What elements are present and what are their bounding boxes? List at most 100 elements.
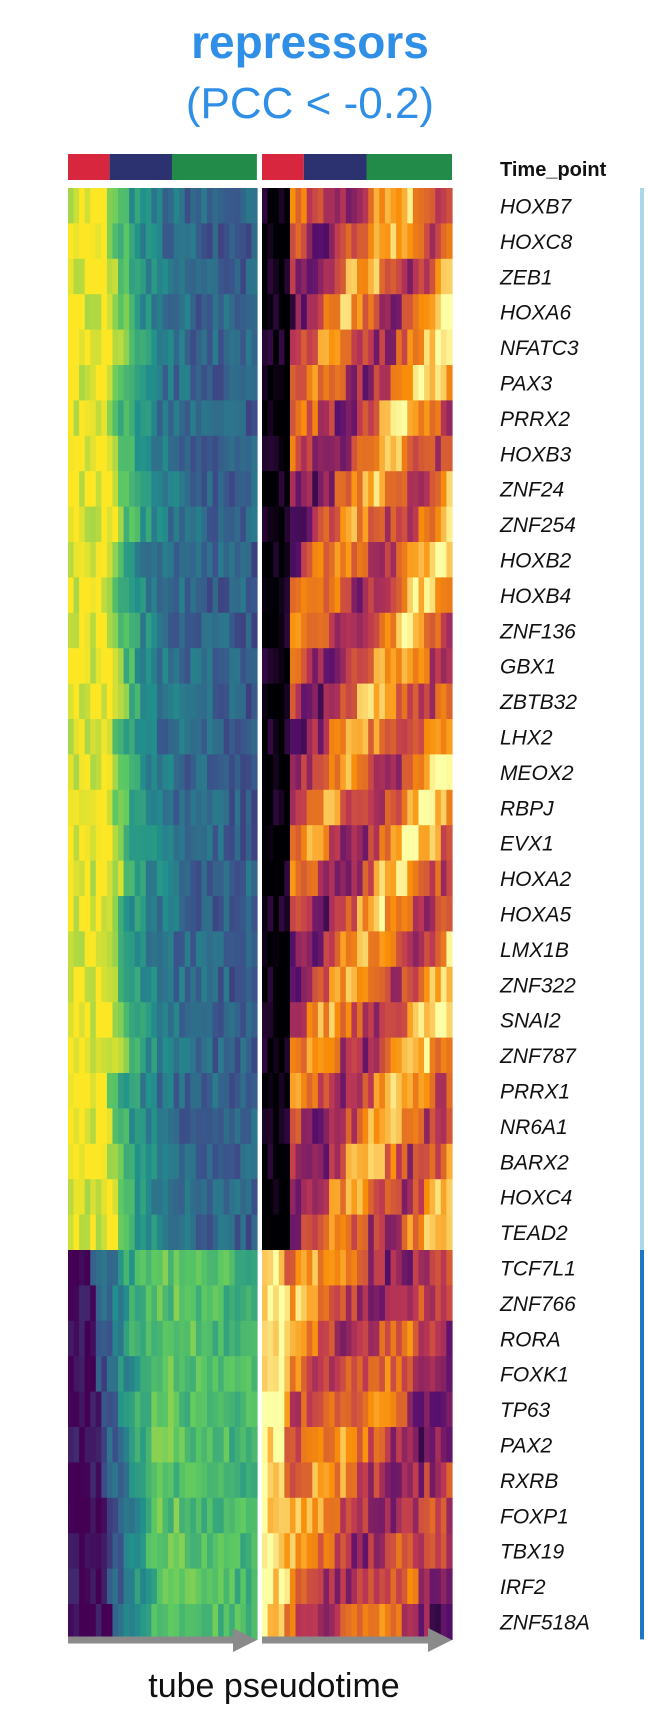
heat-cell-right [351, 329, 358, 366]
heat-cell-right [407, 719, 414, 755]
heat-cell-right [357, 223, 364, 260]
heat-cell-right [362, 825, 369, 862]
heat-cell-left [68, 1037, 75, 1074]
heat-cell-left [156, 648, 164, 685]
heat-cell-right [340, 1391, 347, 1428]
heat-cell-right [373, 223, 380, 260]
heat-cell-left [162, 612, 169, 649]
heat-cell-left [84, 1533, 91, 1570]
heat-cell-right [295, 966, 302, 1003]
heat-cell-left [223, 435, 230, 472]
heat-cell-right [295, 1391, 302, 1428]
heat-cell-left [245, 1037, 253, 1074]
heat-cell-left [140, 1073, 147, 1109]
heat-cell-right [424, 1002, 431, 1039]
heat-cell-left [151, 683, 158, 720]
heat-cell-right [267, 506, 274, 543]
heat-cell-right [295, 1568, 302, 1605]
heat-cell-left [134, 435, 141, 472]
heat-cell-right [317, 1143, 325, 1180]
heat-cell-left [145, 435, 152, 472]
heat-cell-right [384, 1037, 392, 1074]
heat-cell-left [145, 860, 152, 897]
heat-cell-right [401, 1285, 408, 1322]
heat-cell-left [156, 789, 164, 826]
heat-cell-left [229, 825, 236, 862]
heat-cell-left [112, 258, 119, 295]
heat-cell-right [373, 471, 380, 508]
time-point-segment [366, 154, 452, 180]
heat-cell-right [334, 789, 341, 826]
heat-cell-left [112, 435, 119, 472]
heat-cell-right [351, 1533, 358, 1570]
heat-cell-left [206, 1391, 214, 1428]
heat-cell-left [206, 1002, 214, 1039]
heat-cell-left [162, 188, 169, 224]
heat-cell-right [323, 966, 330, 1003]
heat-cell-right [351, 825, 358, 862]
heat-cell-right [295, 400, 302, 437]
heat-cell-left [245, 966, 253, 1003]
heat-cell-left [79, 542, 86, 578]
heat-cell-left [156, 1143, 164, 1180]
heat-cell-right [418, 719, 425, 755]
heat-cell-right [412, 506, 420, 543]
heat-cell-left [101, 1250, 108, 1286]
heat-cell-right [435, 966, 442, 1003]
heat-cell-left [84, 966, 91, 1003]
heat-cell-right [345, 506, 353, 543]
heat-cell-left [179, 719, 186, 755]
heat-cell-right [412, 754, 420, 791]
heat-cell-left [234, 896, 241, 932]
heat-cell-left [223, 1604, 230, 1640]
heat-cell-left [234, 1568, 241, 1605]
heat-cell-left [218, 825, 225, 862]
heat-cell-left [206, 471, 214, 508]
heat-cell-right [390, 542, 397, 578]
heat-cell-left [162, 860, 169, 897]
heat-cell-right [384, 648, 392, 685]
heat-cell-right [368, 1497, 375, 1534]
heat-cell-right [345, 1250, 353, 1286]
heat-cell-right [273, 683, 280, 720]
heat-cell-right [429, 825, 436, 862]
heat-cell-left [179, 258, 186, 295]
heat-cell-right [407, 1037, 414, 1074]
heat-cell-right [284, 1533, 291, 1570]
heat-cell-left [195, 789, 203, 826]
heat-cell-right [379, 931, 386, 968]
heat-cell-right [407, 789, 414, 826]
heat-cell-left [123, 1604, 130, 1640]
heat-cell-left [190, 294, 197, 331]
heat-cell-right [412, 683, 420, 720]
heat-cell-left [218, 1143, 225, 1180]
heat-cell-left [179, 1214, 186, 1251]
heat-cell-right [351, 1604, 358, 1640]
heat-cell-left [134, 896, 141, 932]
heat-cell-left [179, 1002, 186, 1039]
heat-cell-right [278, 1462, 285, 1499]
heat-cell-left [201, 1179, 208, 1216]
heat-cell-left [95, 542, 102, 578]
heat-cell-left [101, 294, 108, 331]
heat-cell-left [218, 1037, 225, 1074]
heat-cell-right [323, 683, 330, 720]
heat-cell-right [289, 896, 297, 932]
heat-cell-left [90, 1250, 97, 1286]
heat-cell-right [295, 1604, 302, 1640]
heat-cell-right [418, 1391, 425, 1428]
heat-cell-right [323, 1143, 330, 1180]
heat-cell-left [184, 966, 191, 1003]
heat-cell-right [262, 435, 269, 472]
heat-cell-right [373, 258, 380, 295]
heat-cell-right [384, 860, 392, 897]
heat-cell-right [340, 542, 347, 578]
heat-cell-left [179, 1533, 186, 1570]
heat-cell-right [273, 329, 280, 366]
gene-label: ZNF254 [499, 514, 576, 537]
heat-cell-right [323, 223, 330, 260]
heat-cell-right [440, 1179, 448, 1216]
heat-cell-left [95, 188, 102, 224]
heat-cell-left [201, 223, 208, 260]
heat-cell-right [329, 258, 336, 295]
